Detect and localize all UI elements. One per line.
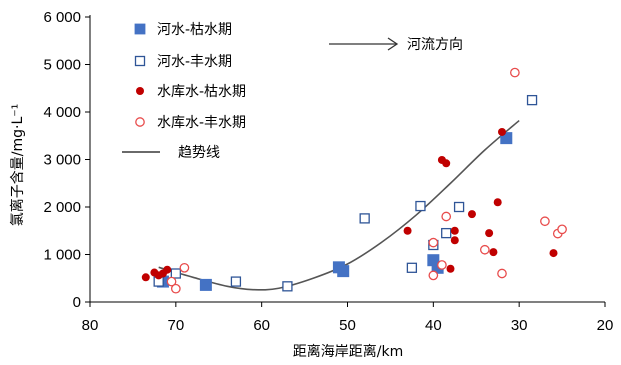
- data-point: [163, 265, 172, 274]
- y-tick-label: 1 000: [43, 247, 81, 264]
- data-point: [428, 237, 439, 248]
- data-point: [450, 236, 459, 245]
- data-point: [540, 216, 550, 227]
- x-axis-label: 距离海岸距离/km: [293, 343, 403, 360]
- legend-label: 水库水-丰水期: [157, 115, 246, 131]
- data-point: [526, 94, 538, 106]
- flow-direction-annotation: 河流方向: [329, 37, 463, 53]
- data-point: [170, 268, 181, 279]
- annotation-text: 河流方向: [407, 37, 463, 53]
- data-point: [179, 262, 190, 273]
- data-point: [359, 213, 370, 224]
- data-point: [427, 254, 440, 267]
- x-tick-label: 30: [511, 317, 528, 334]
- x-tick-labels: 80 70 60 50 40 30 20: [82, 317, 614, 334]
- legend-label: 河水-丰水期: [157, 54, 232, 70]
- y-tick-label: 2 000: [43, 199, 81, 216]
- legend-label: 趋势线: [178, 145, 220, 161]
- y-tick-label: 6 000: [43, 9, 81, 26]
- arrow-head: [387, 37, 399, 51]
- legend-label: 水库水-枯水期: [157, 84, 246, 100]
- data-point: [441, 211, 452, 222]
- data-point: [450, 226, 459, 235]
- x-tick-label: 20: [597, 317, 614, 334]
- series-4: [166, 67, 567, 294]
- data-point: [453, 201, 465, 213]
- legend-marker: [135, 117, 145, 127]
- trendline: [158, 119, 520, 291]
- data-point: [500, 132, 513, 145]
- data-point: [549, 249, 558, 258]
- data-point: [498, 127, 506, 136]
- data-point: [337, 265, 350, 278]
- x-tick-label: 60: [253, 317, 270, 334]
- data-point: [441, 227, 452, 239]
- data-point: [230, 276, 242, 287]
- axes: [85, 15, 606, 307]
- data-point: [166, 276, 177, 287]
- data-point: [437, 260, 447, 270]
- data-point: [403, 226, 412, 235]
- legend-marker: [136, 87, 144, 95]
- y-tick-label: 4 000: [43, 104, 81, 121]
- data-point: [141, 273, 150, 282]
- data-point: [489, 248, 498, 257]
- trendline-curve: [158, 119, 520, 291]
- legend-marker: [134, 55, 146, 67]
- data-point: [446, 264, 455, 273]
- y-tick-labels: 0 1 000 2 000 3 000 4 000 5 000 6 000: [43, 9, 81, 311]
- data-point: [557, 224, 567, 235]
- x-tick-label: 70: [167, 317, 184, 334]
- y-tick-label: 5 000: [43, 57, 81, 74]
- data-point: [199, 278, 212, 291]
- data-point: [428, 270, 439, 281]
- data-point: [442, 159, 451, 168]
- data-point: [467, 210, 476, 219]
- data-point: [479, 244, 490, 255]
- series-3: [141, 127, 558, 282]
- y-tick-label: 3 000: [43, 152, 81, 169]
- data-point: [406, 262, 418, 273]
- data-point: [493, 198, 502, 207]
- x-tick-label: 80: [82, 317, 99, 334]
- y-axis-label: 氯离子含量/mg·L⁻¹: [9, 104, 26, 227]
- data-point: [170, 283, 181, 294]
- data-point: [497, 268, 507, 279]
- data-points: [141, 67, 567, 294]
- y-tick-label: 0: [73, 294, 81, 311]
- legend-marker: [134, 23, 146, 35]
- data-point: [415, 200, 426, 212]
- data-point: [282, 281, 293, 292]
- data-point: [510, 67, 520, 78]
- data-point: [485, 229, 494, 238]
- x-tick-label: 40: [425, 317, 442, 334]
- legend-label: 河水-枯水期: [157, 22, 232, 38]
- x-tick-label: 50: [339, 317, 356, 334]
